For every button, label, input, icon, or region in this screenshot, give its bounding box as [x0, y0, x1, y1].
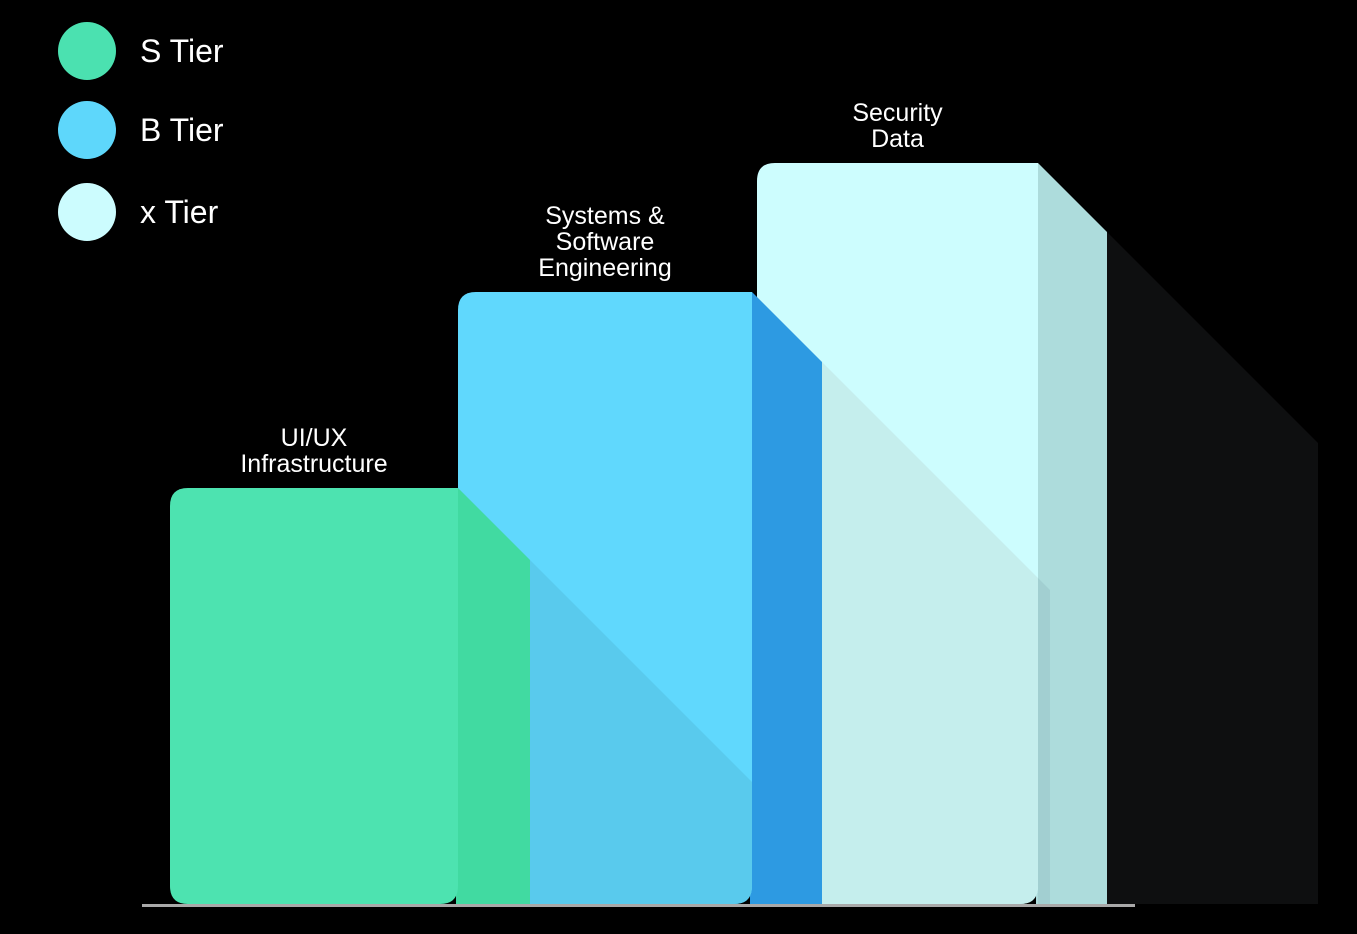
legend-label-s-tier: S Tier — [140, 33, 224, 69]
bar-uiux-infrastructure-front-face — [170, 488, 458, 904]
legend-item-s-tier: S Tier — [58, 22, 224, 80]
bar-label-systems-software-engineering-line-2: Software — [556, 228, 655, 256]
bar-label-uiux-infrastructure-line-1: UI/UX — [281, 424, 348, 452]
x-tier-dot-icon — [58, 183, 116, 241]
b-tier-dot-icon — [58, 101, 116, 159]
legend-label-x-tier: x Tier — [140, 194, 219, 230]
s-tier-dot-icon — [58, 22, 116, 80]
bar-label-security-data-line-2: Data — [871, 125, 924, 153]
bar-label-uiux-infrastructure-line-2: Infrastructure — [240, 450, 387, 478]
legend-label-b-tier: B Tier — [140, 112, 224, 148]
bar-uiux-infrastructure-side-face — [456, 488, 530, 904]
bar-security-data-long-shadow — [1107, 232, 1318, 904]
legend-item-x-tier: x Tier — [58, 183, 218, 241]
bar-label-systems-software-engineering-line-1: Systems & — [545, 202, 665, 230]
bar-systems-software-engineering-side-face — [750, 292, 822, 904]
bar-security-data-side-face — [1036, 163, 1107, 904]
shadow-of-systems-software-engineering-on-security-data-side — [1038, 578, 1050, 904]
legend-item-b-tier: B Tier — [58, 101, 224, 159]
bar-label-systems-software-engineering-line-3: Engineering — [538, 254, 671, 282]
baseline-axis — [142, 904, 1135, 907]
bar-label-security-data-line-1: Security — [852, 99, 943, 127]
